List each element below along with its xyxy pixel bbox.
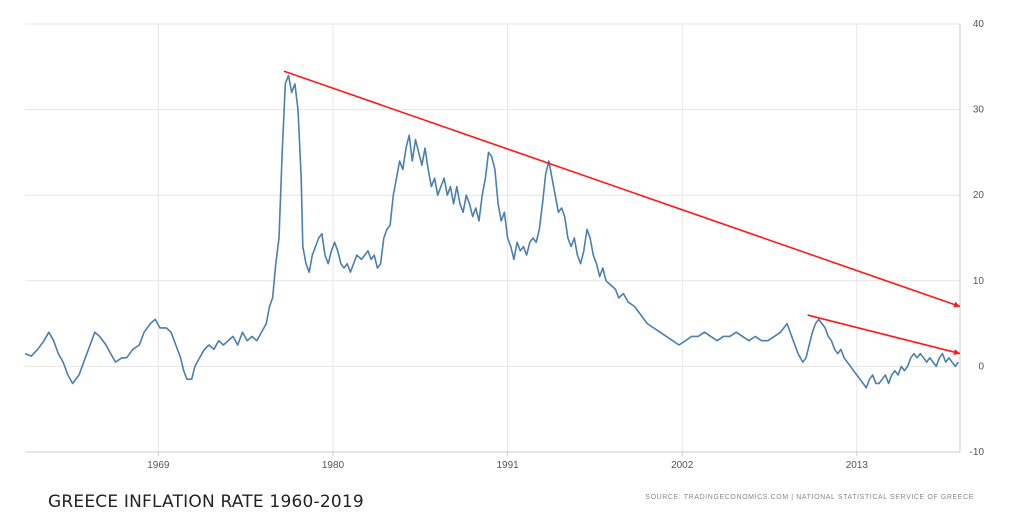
x-tick-label: 2002 bbox=[671, 460, 694, 471]
x-tick-label: 1991 bbox=[496, 460, 519, 471]
y-tick-label: 30 bbox=[973, 105, 985, 116]
chart-grid bbox=[25, 23, 960, 453]
x-tick-label: 1969 bbox=[147, 460, 170, 471]
y-tick-label: -10 bbox=[970, 447, 985, 458]
y-tick-label: 10 bbox=[973, 276, 985, 287]
trend-arrowhead bbox=[953, 349, 960, 355]
x-tick-label: 1980 bbox=[322, 460, 345, 471]
x-tick-label: 2013 bbox=[846, 460, 869, 471]
trend-arrowhead bbox=[953, 301, 960, 308]
inflation-series-line bbox=[24, 74, 960, 389]
y-tick-label: 20 bbox=[973, 190, 985, 201]
chart-source: SOURCE: TRADINGECONOMICS.COM | NATIONAL … bbox=[645, 494, 974, 501]
y-tick-label: 0 bbox=[978, 361, 984, 372]
chart-axes bbox=[25, 24, 961, 456]
chart-trend-lines bbox=[283, 70, 961, 355]
trend-line bbox=[283, 70, 961, 308]
chart-title: GREECE INFLATION RATE 1960-2019 bbox=[48, 492, 364, 512]
chart-series bbox=[24, 74, 960, 389]
y-tick-label: 40 bbox=[973, 19, 985, 30]
chart-tick-labels: 40 30 20 10 0 -10 1969 1980 1991 2002 2013 bbox=[147, 19, 984, 471]
trend-line bbox=[807, 314, 961, 355]
